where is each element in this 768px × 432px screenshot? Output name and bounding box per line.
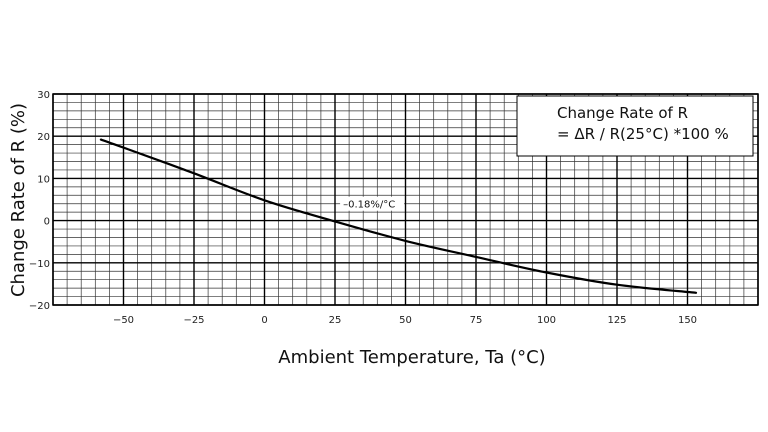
x-tick-label: 75 xyxy=(470,315,483,326)
y-tick-label: 30 xyxy=(37,90,50,101)
y-tick-label: 10 xyxy=(37,174,50,185)
legend-line-2: = ΔR / R(25°C) *100 % xyxy=(557,125,729,143)
x-tick-label: 0 xyxy=(261,315,267,326)
legend-line-1: Change Rate of R xyxy=(557,104,688,122)
x-tick-label: 125 xyxy=(607,315,626,326)
slope-annotation-text: –0.18%/°C xyxy=(343,200,395,211)
y-tick-labels: 30 20 10 0 −10 −20 xyxy=(29,90,50,312)
y-tick-label: 0 xyxy=(44,217,50,228)
x-tick-label: 100 xyxy=(537,315,556,326)
y-tick-label: −10 xyxy=(29,259,50,270)
x-axis-label: Ambient Temperature, Ta (°C) xyxy=(278,347,545,368)
legend-box: Change Rate of R = ΔR / R(25°C) *100 % xyxy=(516,95,754,157)
series-line xyxy=(99,138,698,294)
slope-annotation: –0.18%/°C xyxy=(340,196,405,211)
x-tick-label: 25 xyxy=(329,315,342,326)
y-tick-label: 20 xyxy=(37,132,50,143)
x-tick-labels: −50 −25 0 25 50 75 100 125 150 xyxy=(113,315,697,326)
x-tick-label: 150 xyxy=(678,315,697,326)
y-axis-label: Change Rate of R (%) xyxy=(8,103,29,297)
x-tick-label: −50 xyxy=(113,315,134,326)
x-tick-label: 50 xyxy=(399,315,412,326)
y-tick-label: −20 xyxy=(29,301,50,312)
plot-frame xyxy=(52,93,759,306)
x-tick-label: −25 xyxy=(183,315,204,326)
